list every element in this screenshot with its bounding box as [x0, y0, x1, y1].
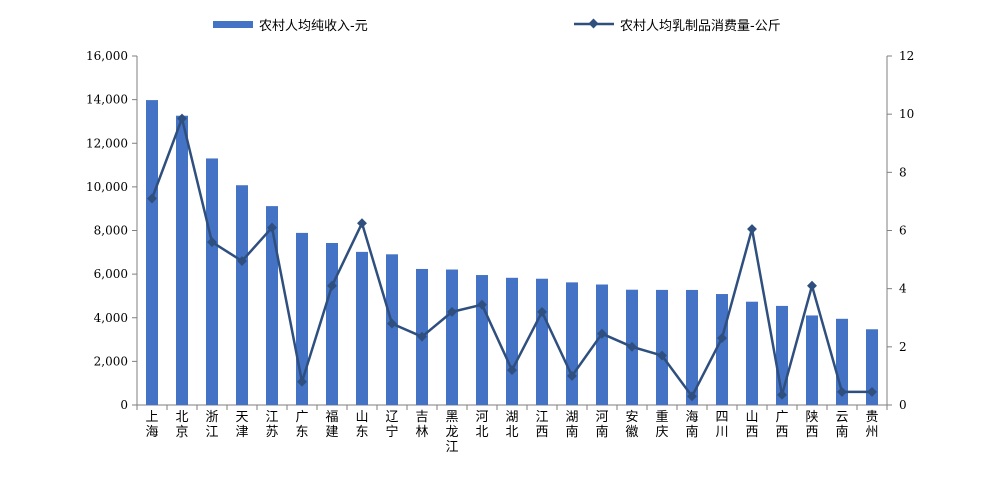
line-point-湖南 [567, 370, 577, 381]
line-point-北京 [177, 113, 187, 124]
legend-line-label: 农村人均乳制品消费量-公斤 [620, 19, 781, 34]
category-label-湖北: 湖北 [505, 410, 518, 440]
category-label-江苏: 江苏 [265, 410, 278, 440]
category-label-北京: 北京 [175, 410, 188, 440]
category-label-湖南: 湖南 [565, 410, 578, 440]
line-point-河南 [597, 328, 607, 339]
category-label-福建: 福建 [325, 410, 338, 440]
category-label-广西: 广西 [775, 410, 788, 440]
right-tick-label: 4 [899, 282, 907, 296]
line-point-重庆 [657, 350, 667, 361]
category-label-河南: 河南 [595, 410, 608, 440]
bar-湖北 [506, 277, 518, 405]
line-point-陕西 [807, 280, 817, 291]
bar-福建 [326, 242, 338, 405]
line-point-云南 [837, 386, 847, 397]
right-tick-label: 2 [899, 340, 907, 354]
bar-湖南 [566, 282, 578, 405]
bar-浙江 [206, 158, 218, 405]
left-tick-label: 12,000 [86, 136, 128, 150]
left-tick-label: 10,000 [86, 180, 128, 194]
category-label-山西: 山西 [745, 410, 758, 440]
bar-海南 [686, 289, 698, 405]
bar-山东 [356, 251, 368, 405]
line-point-上海 [147, 193, 157, 204]
category-label-黑龙江: 黑龙江 [445, 410, 458, 455]
left-tick-label: 16,000 [86, 49, 128, 63]
category-label-安徽: 安徽 [625, 410, 638, 440]
line-point-辽宁 [387, 318, 397, 329]
right-tick-label: 6 [899, 224, 907, 238]
category-label-重庆: 重庆 [655, 409, 668, 440]
right-tick-label: 0 [899, 398, 907, 412]
line-point-吉林 [417, 331, 427, 342]
category-label-吉林: 吉林 [415, 410, 428, 440]
bar-series [146, 100, 878, 406]
category-label-河北: 河北 [475, 410, 488, 440]
bar-重庆 [656, 289, 668, 405]
line-point-河北 [477, 299, 487, 310]
bar-北京 [176, 115, 188, 405]
line-point-贵州 [867, 386, 877, 397]
line-point-安徽 [627, 341, 637, 352]
left-tick-label: 2,000 [94, 354, 128, 368]
axes: 0 2,000 4,000 6,000 8,000 10,000 12,000 14,000 1… [86, 49, 914, 412]
category-label-贵州: 贵州 [865, 410, 878, 440]
bar-四川 [716, 294, 728, 405]
bar-辽宁 [386, 254, 398, 405]
category-label-山东: 山东 [355, 410, 368, 440]
line-series [147, 113, 877, 402]
bar-上海 [146, 100, 158, 406]
category-label-天津: 天津 [235, 410, 248, 440]
line-point-天津 [237, 256, 247, 266]
category-label-广东: 广东 [295, 410, 308, 440]
line-point-浙江 [207, 237, 217, 248]
line-point-山西 [747, 224, 757, 234]
line-point-山东 [357, 218, 367, 229]
bar-河南 [596, 284, 608, 405]
line-point-江西 [537, 306, 547, 317]
left-tick-label: 6,000 [94, 267, 128, 281]
category-label-陕西: 陕西 [805, 410, 818, 440]
legend-bar-label: 农村人均纯收入-元 [259, 19, 368, 34]
line-point-广西 [777, 389, 787, 400]
bar-山西 [746, 301, 758, 405]
line-point-黑龙江 [447, 306, 457, 317]
category-label-辽宁: 辽宁 [385, 410, 398, 440]
chart-legend: 农村人均纯收入-元 农村人均乳制品消费量-公斤 [213, 18, 781, 34]
line-point-湖北 [507, 365, 517, 376]
category-label-上海: 上海 [145, 410, 158, 440]
line-point-四川 [717, 333, 727, 344]
line-point-广东 [297, 376, 307, 387]
category-label-四川: 四川 [715, 410, 728, 440]
right-tick-label: 12 [899, 49, 914, 63]
right-tick-label: 8 [899, 165, 907, 179]
left-tick-label: 0 [120, 398, 128, 412]
right-tick-label: 10 [899, 107, 914, 121]
bar-天津 [236, 185, 248, 405]
bar-陕西 [806, 315, 818, 405]
category-label-江西: 江西 [535, 410, 548, 440]
category-label-海南: 海南 [685, 410, 698, 440]
left-tick-label: 14,000 [86, 93, 128, 107]
legend-line-marker [588, 18, 599, 29]
category-label-浙江: 浙江 [205, 410, 218, 440]
bar-河北 [476, 275, 488, 405]
bar-贵州 [866, 329, 878, 405]
line-point-江苏 [267, 222, 277, 233]
line-point-海南 [687, 391, 697, 402]
bar-江苏 [266, 206, 278, 405]
left-tick-label: 4,000 [94, 311, 128, 325]
bar-江西 [536, 278, 548, 405]
legend-bar-swatch [213, 21, 253, 28]
line-point-福建 [327, 280, 337, 291]
bar-黑龙江 [446, 269, 458, 405]
category-label-云南: 云南 [835, 410, 848, 440]
left-tick-label: 8,000 [94, 224, 128, 238]
